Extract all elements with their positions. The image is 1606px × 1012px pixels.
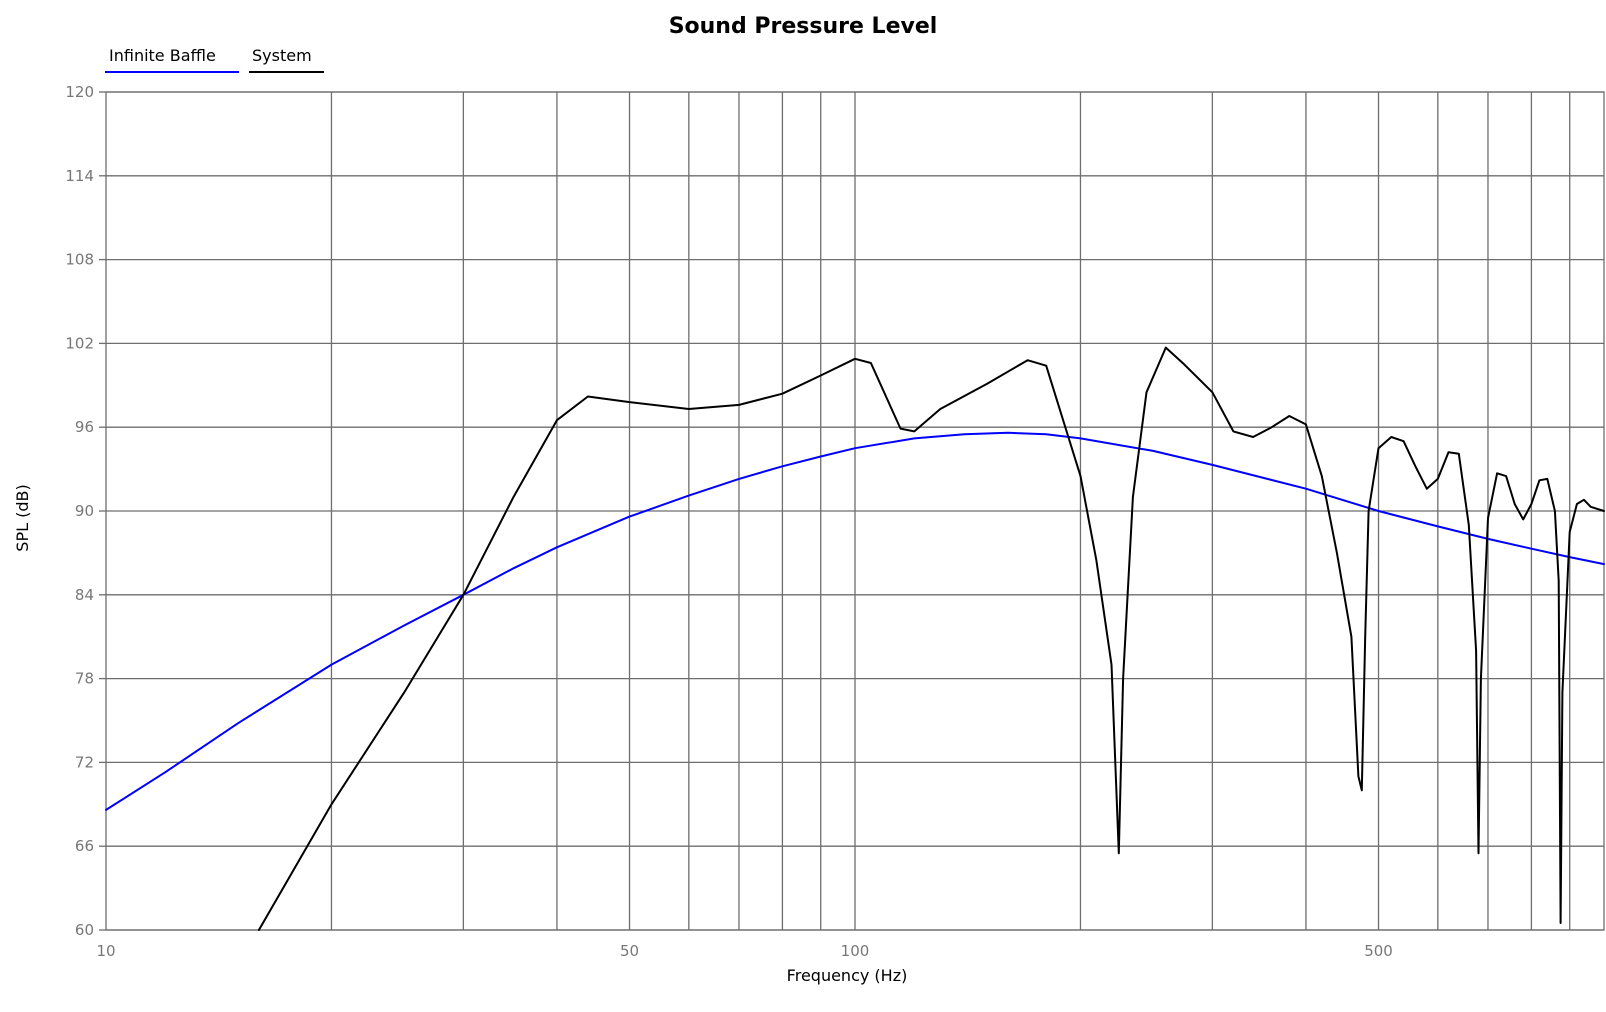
x-tick-label: 500	[1364, 942, 1393, 960]
y-tick-label: 84	[75, 586, 94, 604]
x-tick-label: 10	[96, 942, 115, 960]
y-tick-label: 72	[75, 753, 94, 771]
y-tick-label: 114	[65, 167, 94, 185]
series-line-system	[257, 346, 1605, 931]
legend-label-infinite-baffle: Infinite Baffle	[109, 46, 216, 65]
grid	[99, 91, 1605, 931]
x-axis-label: Frequency (Hz)	[787, 966, 908, 985]
y-tick-label: 90	[75, 502, 94, 520]
y-tick-label: 60	[75, 921, 94, 939]
y-tick-labels: 60 66 72 78 84 90 96 102 108 114 120	[65, 83, 94, 939]
x-tick-labels: 10 50 100 500	[96, 942, 1392, 960]
y-tick-label: 66	[75, 837, 94, 855]
y-tick-label: 78	[75, 670, 94, 688]
series-lines	[105, 346, 1605, 931]
y-tick-label: 96	[75, 418, 94, 436]
y-tick-label: 102	[65, 334, 94, 352]
chart-title: Sound Pressure Level	[669, 14, 938, 39]
y-axis-label: SPL (dB)	[13, 484, 32, 551]
y-tick-label: 108	[65, 251, 94, 269]
x-tick-label: 50	[620, 942, 639, 960]
legend-label-system: System	[252, 46, 312, 65]
legend: Infinite Baffle System	[105, 46, 324, 73]
x-tick-label: 100	[841, 942, 870, 960]
y-tick-label: 120	[65, 83, 94, 101]
series-line-infinite-baffle	[105, 431, 1605, 811]
